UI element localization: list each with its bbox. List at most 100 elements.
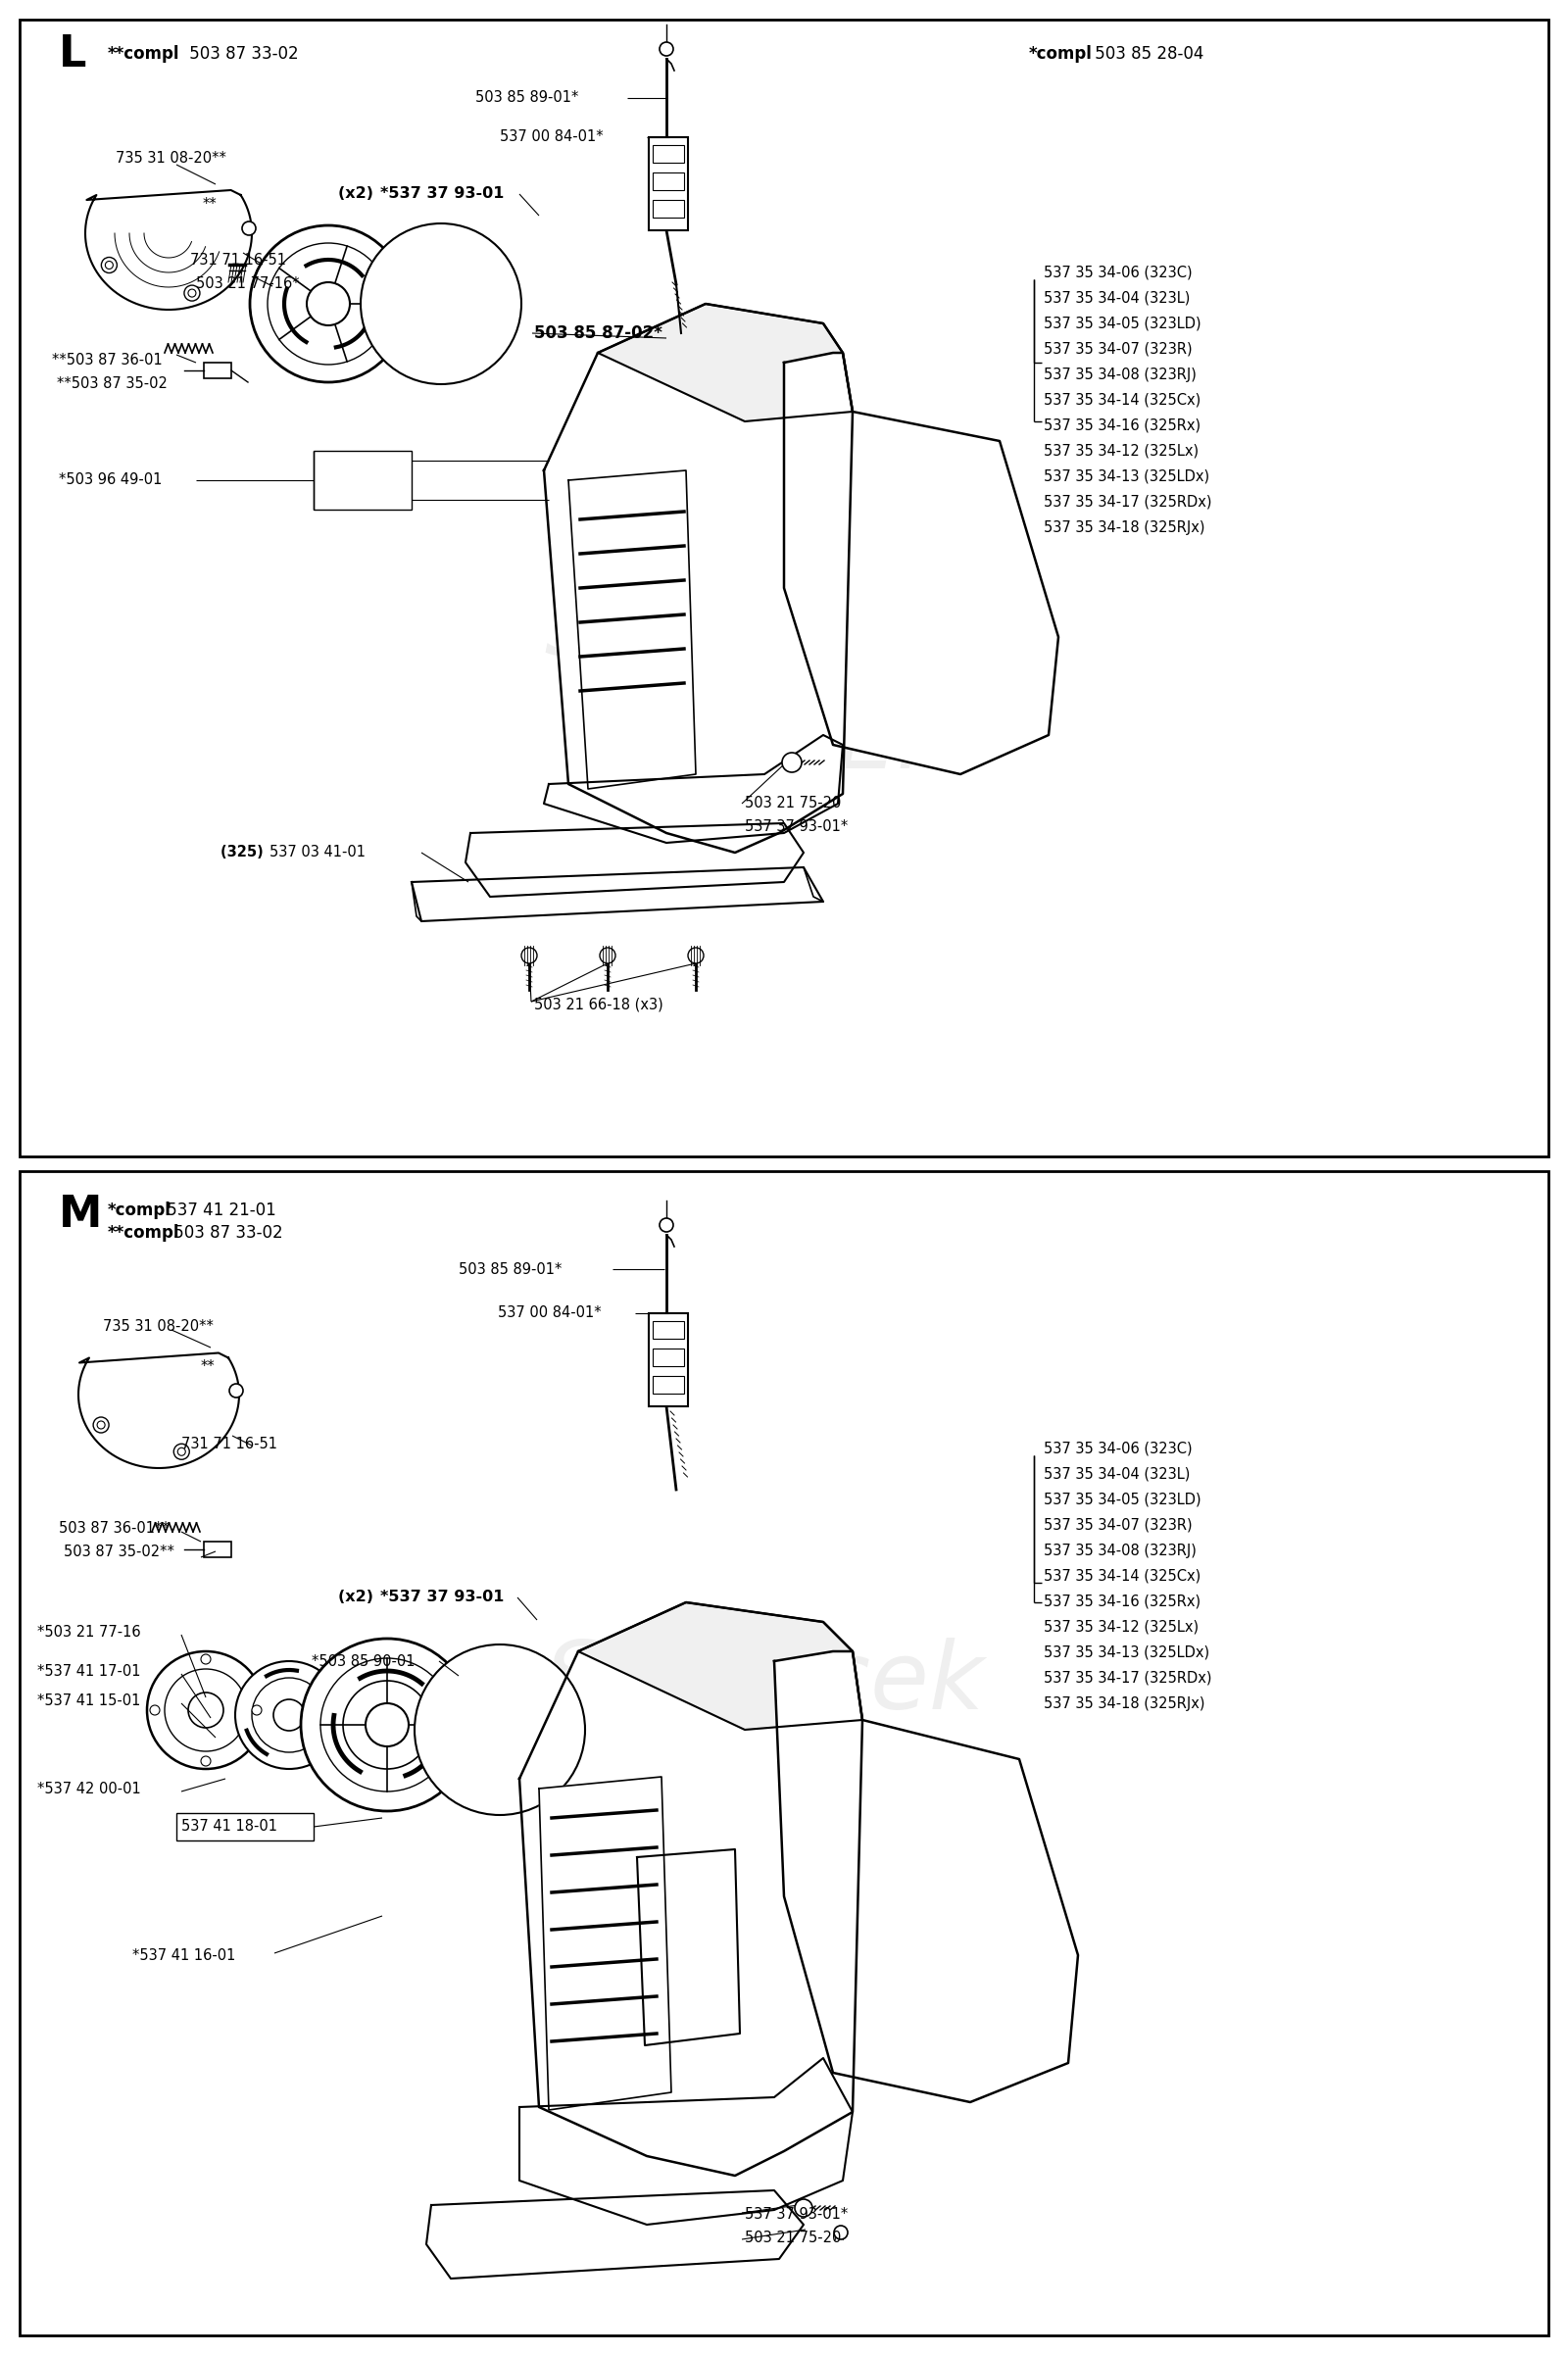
Circle shape bbox=[183, 285, 199, 301]
Polygon shape bbox=[579, 1601, 862, 1729]
Circle shape bbox=[688, 947, 704, 963]
Text: L: L bbox=[60, 33, 86, 75]
Bar bbox=[204, 363, 232, 379]
Circle shape bbox=[361, 224, 521, 384]
Bar bbox=[652, 146, 684, 162]
Text: *537 41 16-01: *537 41 16-01 bbox=[132, 1948, 235, 1962]
Circle shape bbox=[660, 1218, 673, 1232]
Circle shape bbox=[365, 1703, 409, 1747]
Text: 537 35 34-12 (325Lx): 537 35 34-12 (325Lx) bbox=[1044, 1620, 1198, 1634]
Text: 537 03 41-01: 537 03 41-01 bbox=[270, 845, 365, 860]
Text: **: ** bbox=[201, 1359, 215, 1375]
Text: 503 85 87-02*: 503 85 87-02* bbox=[535, 325, 662, 341]
Circle shape bbox=[241, 221, 256, 236]
Text: 503 21 77-16*: 503 21 77-16* bbox=[196, 278, 299, 292]
Circle shape bbox=[320, 1658, 453, 1792]
Polygon shape bbox=[411, 867, 823, 921]
Text: 731 71 16-51: 731 71 16-51 bbox=[182, 1437, 278, 1451]
Text: *537 42 00-01: *537 42 00-01 bbox=[38, 1780, 141, 1797]
Text: 503 21 75-20: 503 21 75-20 bbox=[745, 2230, 840, 2244]
Bar bbox=[649, 137, 688, 231]
Circle shape bbox=[147, 1651, 265, 1769]
Polygon shape bbox=[544, 735, 844, 843]
Bar bbox=[204, 1543, 232, 1557]
Text: 503 21 66-18 (x3): 503 21 66-18 (x3) bbox=[535, 996, 663, 1013]
Text: *503 85 90-01: *503 85 90-01 bbox=[312, 1653, 416, 1667]
Text: (x2): (x2) bbox=[339, 1590, 379, 1604]
Text: 537 41 21-01: 537 41 21-01 bbox=[162, 1201, 276, 1220]
Circle shape bbox=[307, 283, 350, 325]
Circle shape bbox=[252, 1677, 326, 1752]
Text: 731 71 16-51: 731 71 16-51 bbox=[190, 254, 285, 268]
Text: **compl: **compl bbox=[108, 1225, 180, 1241]
Text: **503 87 35-02: **503 87 35-02 bbox=[56, 377, 168, 391]
Text: **: ** bbox=[202, 195, 218, 212]
Text: 537 00 84-01*: 537 00 84-01* bbox=[499, 1307, 602, 1321]
Circle shape bbox=[599, 947, 615, 963]
Circle shape bbox=[105, 261, 113, 268]
Text: 537 35 34-18 (325RJx): 537 35 34-18 (325RJx) bbox=[1044, 1696, 1204, 1710]
Bar bbox=[176, 1813, 314, 1842]
Text: (x2): (x2) bbox=[339, 186, 379, 203]
Text: 537 35 34-07 (323R): 537 35 34-07 (323R) bbox=[1044, 341, 1192, 356]
Text: 537 35 34-06 (323C): 537 35 34-06 (323C) bbox=[1044, 266, 1192, 280]
Text: 735 31 08-20**: 735 31 08-20** bbox=[116, 151, 226, 167]
Circle shape bbox=[97, 1420, 105, 1429]
Bar bbox=[652, 1375, 684, 1394]
Polygon shape bbox=[519, 1601, 862, 2176]
Text: *503 96 49-01: *503 96 49-01 bbox=[60, 473, 162, 487]
Circle shape bbox=[795, 2200, 812, 2216]
Bar bbox=[652, 200, 684, 217]
Circle shape bbox=[782, 754, 801, 772]
Text: 735 31 08-20**: 735 31 08-20** bbox=[103, 1319, 213, 1333]
Circle shape bbox=[301, 1639, 474, 1811]
Text: 537 35 34-04 (323L): 537 35 34-04 (323L) bbox=[1044, 1467, 1190, 1481]
Bar bbox=[314, 450, 411, 509]
Text: 537 35 34-14 (325Cx): 537 35 34-14 (325Cx) bbox=[1044, 1568, 1201, 1583]
Bar bbox=[652, 1321, 684, 1338]
Circle shape bbox=[834, 2225, 848, 2240]
Circle shape bbox=[660, 42, 673, 57]
Text: *537 41 17-01: *537 41 17-01 bbox=[38, 1663, 141, 1679]
Circle shape bbox=[188, 1693, 224, 1729]
Polygon shape bbox=[519, 2058, 853, 2225]
Bar bbox=[19, 1170, 1549, 2336]
Circle shape bbox=[93, 1418, 108, 1432]
Circle shape bbox=[268, 243, 389, 365]
Text: 503 87 36-01**: 503 87 36-01** bbox=[60, 1521, 169, 1535]
Text: Sparkcek
GARDEN: Sparkcek GARDEN bbox=[544, 584, 985, 789]
Text: *537 37 93-01: *537 37 93-01 bbox=[379, 1590, 503, 1604]
Text: 537 35 34-06 (323C): 537 35 34-06 (323C) bbox=[1044, 1441, 1192, 1455]
Polygon shape bbox=[544, 304, 853, 853]
Text: **compl: **compl bbox=[108, 45, 180, 64]
Circle shape bbox=[521, 947, 536, 963]
Polygon shape bbox=[568, 471, 696, 789]
Polygon shape bbox=[85, 191, 252, 309]
Polygon shape bbox=[466, 824, 803, 897]
Circle shape bbox=[343, 1681, 431, 1769]
Text: 537 35 34-17 (325RDx): 537 35 34-17 (325RDx) bbox=[1044, 495, 1212, 509]
Text: 537 37 93-01*: 537 37 93-01* bbox=[745, 2207, 848, 2223]
Circle shape bbox=[229, 1385, 243, 1397]
Text: *503 21 77-16: *503 21 77-16 bbox=[38, 1625, 141, 1639]
Circle shape bbox=[174, 1444, 190, 1460]
Text: 503 85 89-01*: 503 85 89-01* bbox=[475, 89, 579, 106]
Text: 503 21 75-20: 503 21 75-20 bbox=[745, 796, 840, 810]
Polygon shape bbox=[539, 1776, 671, 2110]
Text: 537 35 34-13 (325LDx): 537 35 34-13 (325LDx) bbox=[1044, 469, 1209, 483]
Polygon shape bbox=[637, 1849, 740, 2044]
Text: 537 35 34-07 (323R): 537 35 34-07 (323R) bbox=[1044, 1517, 1192, 1533]
Circle shape bbox=[151, 1705, 160, 1714]
Bar bbox=[649, 1314, 688, 1406]
Text: 537 35 34-05 (323LD): 537 35 34-05 (323LD) bbox=[1044, 316, 1201, 330]
Text: 503 87 33-02: 503 87 33-02 bbox=[185, 45, 298, 64]
Circle shape bbox=[201, 1757, 210, 1766]
Circle shape bbox=[235, 1660, 343, 1769]
Text: 503 87 33-02: 503 87 33-02 bbox=[169, 1225, 282, 1241]
Text: *537 41 15-01: *537 41 15-01 bbox=[38, 1693, 141, 1707]
Text: 503 85 89-01*: 503 85 89-01* bbox=[458, 1262, 561, 1276]
Text: **503 87 36-01: **503 87 36-01 bbox=[52, 353, 163, 367]
Text: Sparkcek
GARDEN: Sparkcek GARDEN bbox=[544, 1637, 985, 1842]
Circle shape bbox=[249, 226, 406, 382]
Text: 537 35 34-08 (323RJ): 537 35 34-08 (323RJ) bbox=[1044, 1543, 1196, 1557]
